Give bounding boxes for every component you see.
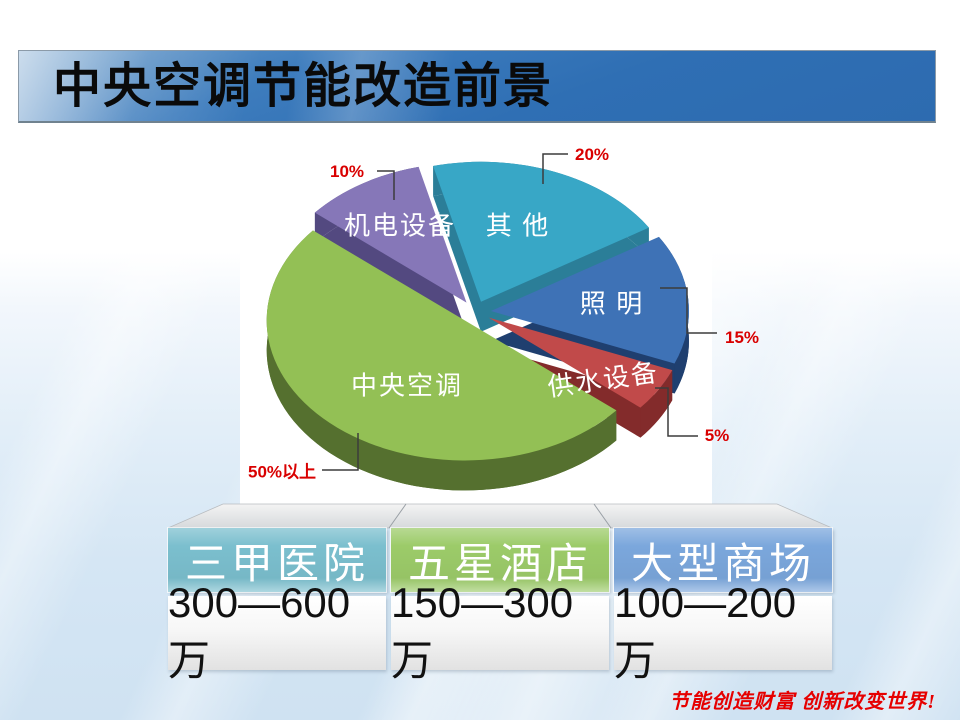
pie-slice-label: 机电设备 <box>343 211 457 241</box>
segment-cost-table: 三甲医院 300—600万 五星酒店 150—300万 大型商场 100—200万 <box>168 528 832 684</box>
pie-slice-percent: 15% <box>724 328 760 347</box>
pie-slice-percent: 20% <box>574 145 610 164</box>
table-column: 大型商场 100—200万 <box>614 528 832 684</box>
callout-line-20pct <box>542 153 568 184</box>
table-3d-top-face <box>167 503 833 529</box>
pie-slices <box>266 161 689 491</box>
pie-slice-top <box>490 236 689 364</box>
pie-slice-top <box>266 230 617 461</box>
pie-slice-top <box>488 317 673 408</box>
slide-title: 中央空调节能改造前景 <box>53 60 554 113</box>
table-header-cell: 大型商场 <box>614 528 832 592</box>
pie-slice-top <box>314 166 467 303</box>
pie-slice-label: 照 明 <box>579 289 645 319</box>
title-banner: 中央空调节能改造前景 <box>18 50 936 123</box>
table-value-cell: 150—300万 <box>391 579 609 684</box>
footer-slogan: 节能创造财富 创新改变世界! <box>669 691 936 713</box>
table-column: 三甲医院 300—600万 <box>168 528 386 684</box>
callout-line-15pct <box>660 287 717 334</box>
pie-slice-percent: 5% <box>704 426 730 445</box>
table-value-cell: 100—200万 <box>614 579 832 684</box>
table-value-cell: 300—600万 <box>168 579 386 684</box>
table-header-cell: 五星酒店 <box>391 528 609 592</box>
callout-line-50pct <box>322 433 359 471</box>
pie-slice-label: 其 他 <box>485 211 551 241</box>
pie-slice-label: 中央空调 <box>350 371 464 401</box>
pie-slice-top <box>433 161 649 302</box>
table-column: 五星酒店 150—300万 <box>391 528 609 684</box>
pie-slice-percent: 10% <box>329 162 365 181</box>
pie-slice-percent: 50%以上 <box>247 462 317 482</box>
pie-callout-lines <box>322 153 717 471</box>
table-header-cell: 三甲医院 <box>168 528 386 592</box>
pie-slice-wall <box>640 370 673 438</box>
callout-line-10pct <box>377 170 395 200</box>
callout-line-5pct <box>655 387 698 437</box>
